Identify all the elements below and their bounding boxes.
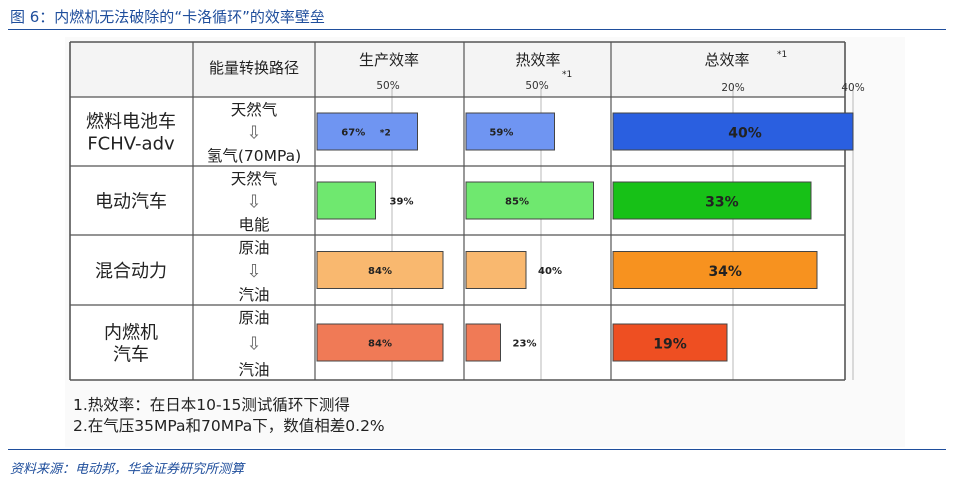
- row-2-total-label: 33%: [705, 195, 739, 211]
- row-1-total-label: 40%: [728, 126, 762, 142]
- row-4-vehicle-line-2: 汽车: [113, 345, 149, 366]
- footnote-2: 2.在气压35MPa和70MPa下，数值相差0.2%: [73, 417, 385, 435]
- tick-production-50: 50%: [376, 80, 399, 92]
- row-3-path-to: 汽油: [238, 286, 269, 304]
- row-3-vehicle-line-1: 混合动力: [95, 261, 167, 282]
- row-4-total-label: 19%: [653, 337, 687, 353]
- title-rule: [8, 29, 946, 30]
- header-production: 生产效率: [359, 51, 419, 69]
- row-4-production-label: 84%: [368, 339, 392, 350]
- row-3-path-arrow: ⇩: [246, 261, 261, 282]
- row-3-path-from: 原油: [238, 239, 269, 257]
- row-4-production-bar: [316, 323, 444, 362]
- row-2-vehicle-line-1: 电动汽车: [95, 192, 167, 213]
- row-4-path-arrow: ⇩: [246, 334, 261, 355]
- footnote-1: 1.热效率：在日本10-15测试循环下测得: [73, 396, 350, 414]
- row-2-path-arrow: ⇩: [246, 192, 261, 213]
- row-4-thermal-label: 23%: [513, 339, 537, 350]
- header-thermal-note: *1: [562, 70, 572, 80]
- row-1-production-bar: [316, 112, 418, 151]
- row-3-thermal-label: 40%: [538, 266, 562, 277]
- header-path: 能量转换路径: [209, 59, 299, 77]
- tick-total-20: 20%: [721, 82, 744, 94]
- row-1-vehicle-line-1: 燃料电池车: [86, 112, 176, 133]
- row-1-total-bar: [612, 112, 854, 151]
- efficiency-table-chart: 能量转换路径 生产效率 热效率 总效率 *1 *1 50% 50% 20% 40% 燃料电池车FCH…: [69, 41, 865, 381]
- row-1-thermal-bar: [465, 112, 555, 151]
- row-1-vehicle-line-2: FCHV-adv: [87, 134, 175, 155]
- row-1-path-to: 氢气(70MPa): [207, 147, 301, 165]
- row-3-production-label: 84%: [368, 266, 392, 277]
- tick-total-40: 40%: [841, 82, 864, 94]
- row-4-total-bar: [612, 323, 728, 362]
- header-thermal: 热效率: [515, 51, 560, 69]
- row-4-thermal-bar: [465, 323, 501, 362]
- row-4-path-from: 原油: [238, 309, 269, 327]
- header-background: [70, 42, 845, 97]
- figure-title: 图 6：内燃机无法破除的“卡洛循环”的效率壁垒: [10, 8, 325, 26]
- row-2-production-bar: [316, 181, 376, 220]
- row-3-production-bar: [316, 251, 444, 289]
- row-3-total-bar: [612, 251, 818, 289]
- row-3-thermal-bar: [465, 251, 527, 289]
- source-rule: [8, 449, 946, 450]
- row-2-path-from: 天然气: [231, 170, 278, 188]
- row-1-path-arrow: ⇩: [246, 123, 261, 144]
- row-2-thermal-bar: [465, 181, 594, 220]
- row-4-path-to: 汽油: [238, 361, 269, 379]
- row-1-path-from: 天然气: [231, 101, 278, 119]
- row-2-production-label: 39%: [390, 197, 414, 208]
- row-3-total-label: 34%: [708, 264, 742, 280]
- row-2-path-to: 电能: [238, 216, 269, 234]
- source-note: 资料来源：电动邦，华金证券研究所测算: [10, 462, 245, 477]
- header-total: 总效率: [704, 51, 749, 69]
- chart-panel: 能量转换路径 生产效率 热效率 总效率 *1 *1 50% 50% 20% 40% 燃料电池车 FCH…: [65, 37, 905, 447]
- row-4-vehicle-line-1: 内燃机: [104, 323, 158, 344]
- row-2-total-bar: [612, 181, 812, 220]
- row-2-thermal-label: 85%: [505, 197, 529, 208]
- row-1-production-label: 67%: [341, 128, 365, 139]
- tick-thermal-50: 50%: [525, 80, 548, 92]
- row-1-thermal-label: 59%: [489, 128, 513, 139]
- row-1-production-note: *2: [380, 129, 391, 139]
- header-total-note: *1: [777, 50, 787, 60]
